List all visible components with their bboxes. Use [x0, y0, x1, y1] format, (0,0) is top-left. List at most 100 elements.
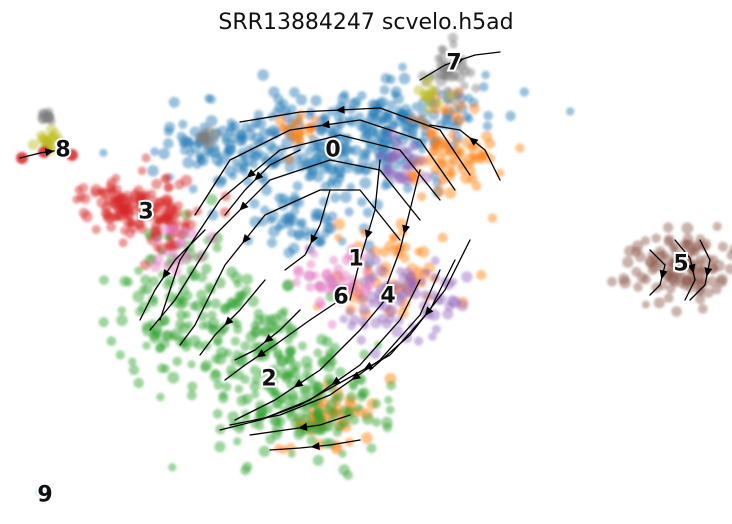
cell-point-cluster-2 — [134, 266, 144, 275]
cell-point-cluster-4 — [385, 127, 397, 139]
cell-point-cluster-2 — [213, 337, 222, 347]
cell-point-cluster-2 — [251, 390, 260, 399]
cell-point-cluster-5 — [663, 293, 674, 303]
streamline-arrowhead — [363, 361, 374, 370]
cell-point-cluster-1 — [437, 232, 448, 243]
cell-point-cluster-0 — [260, 205, 270, 215]
cell-point-cluster-2 — [258, 445, 271, 458]
cell-point-cluster-0 — [264, 139, 276, 151]
cell-point-cluster-0 — [370, 112, 380, 121]
cell-point-cluster-0 — [566, 107, 575, 116]
cell-point-cluster-6 — [351, 286, 363, 298]
cell-point-cluster-5 — [663, 234, 675, 245]
cell-point-cluster-4 — [417, 277, 426, 286]
cell-point-cluster-0 — [356, 120, 367, 132]
cell-point-cluster-0 — [249, 216, 262, 228]
cell-point-cluster-1 — [515, 143, 525, 153]
cell-point-cluster-5 — [641, 300, 650, 309]
cell-point-cluster-8 — [27, 139, 39, 151]
cell-point-cluster-2 — [316, 334, 328, 346]
cell-point-cluster-4 — [391, 137, 403, 148]
cell-point-cluster-0 — [351, 96, 362, 108]
cell-point-cluster-2 — [386, 380, 397, 391]
cell-point-cluster-0 — [284, 161, 296, 173]
streamline-arrowhead — [402, 224, 410, 235]
cell-point-cluster-5 — [712, 221, 722, 231]
cell-point-cluster-1 — [454, 149, 464, 159]
cell-point-cluster-1 — [447, 167, 456, 177]
cell-point-cluster-6 — [293, 265, 304, 275]
cell-point-cluster-2 — [306, 435, 318, 446]
cell-point-cluster-7 — [454, 71, 466, 83]
cell-point-cluster-6 — [178, 226, 190, 238]
cell-point-cluster-5 — [677, 279, 686, 288]
cell-point-cluster-6 — [360, 283, 372, 296]
cell-point-cluster-2 — [98, 317, 109, 328]
cell-point-cluster-5 — [698, 264, 708, 274]
cluster-label-2: 2 — [261, 367, 276, 392]
streamline-arrowhead — [659, 269, 668, 280]
cell-point-cluster-2 — [324, 404, 335, 415]
streamline — [179, 189, 401, 346]
cell-point-cluster-3 — [112, 202, 122, 212]
streamline-arrowhead — [254, 171, 264, 181]
cell-point-cluster-4 — [405, 271, 417, 283]
cell-point-cluster-2 — [282, 280, 294, 292]
cell-point-cluster-2 — [241, 273, 253, 286]
cell-point-cluster-2 — [293, 412, 305, 423]
cell-point-cluster-2 — [317, 357, 329, 369]
cell-point-cluster-3 — [163, 183, 173, 193]
cell-point-cluster-2 — [359, 349, 370, 360]
cell-point-cluster-2 — [258, 368, 268, 378]
cluster-labels: 0 1 2 3 4 5 6 7 8 9 — [35, 49, 690, 510]
cell-point-cluster-1 — [441, 103, 453, 115]
cell-point-cluster-0 — [168, 96, 180, 108]
cell-point-cluster-4 — [422, 268, 431, 277]
cell-point-cluster-2 — [303, 363, 313, 373]
cell-point-cluster-2 — [132, 290, 145, 303]
streamline-arrowhead — [239, 201, 249, 211]
cell-point-cluster-1 — [487, 213, 498, 223]
cell-point-cluster-7 — [465, 68, 476, 78]
cell-point-cluster-1 — [390, 233, 399, 242]
cell-point-cluster-2 — [264, 381, 276, 393]
cell-point-cluster-2 — [187, 360, 196, 369]
cell-point-cluster-0 — [330, 192, 341, 203]
cell-point-cluster-2 — [354, 403, 363, 413]
cell-point-cluster-4 — [375, 150, 387, 161]
cell-point-cluster-2 — [222, 382, 232, 392]
cell-point-cluster-0 — [249, 198, 260, 209]
cell-point-cluster-2 — [338, 449, 347, 458]
cell-point-cluster-6 — [305, 282, 315, 292]
cell-point-cluster-6 — [175, 237, 187, 249]
cell-point-cluster-0 — [411, 102, 421, 112]
streamline-arrowhead — [44, 148, 55, 157]
cell-point-cluster-3 — [122, 195, 133, 206]
cell-point-cluster-0 — [362, 207, 373, 218]
cell-point-cluster-1 — [361, 432, 373, 444]
streamline-arrowhead — [687, 263, 696, 274]
cell-point-cluster-0 — [344, 207, 354, 217]
cell-point-cluster-2 — [207, 310, 217, 320]
cell-point-cluster-5 — [640, 236, 651, 246]
cell-point-cluster-0 — [247, 123, 256, 132]
cell-point-cluster-1 — [274, 114, 287, 127]
cell-point-cluster-6 — [169, 224, 180, 235]
streamline-arrowhead — [331, 376, 341, 386]
cell-point-cluster-4 — [414, 336, 424, 346]
cell-point-cluster-2 — [289, 368, 301, 379]
cell-point-cluster-2 — [271, 423, 284, 436]
cell-point-cluster-1 — [426, 128, 436, 138]
cell-point-cluster-3 — [137, 166, 147, 176]
cell-point-cluster-2 — [172, 356, 182, 367]
cell-point-cluster-2 — [185, 321, 193, 330]
cell-point-cluster-2 — [115, 350, 126, 360]
cell-point-cluster-1 — [399, 253, 410, 263]
cell-point-cluster-0 — [268, 225, 280, 238]
cell-point-cluster-0 — [257, 69, 269, 81]
cell-point-cluster-0 — [227, 133, 238, 144]
cell-point-cluster-2 — [285, 345, 297, 356]
cell-point-cluster-4 — [461, 271, 473, 283]
cell-point-cluster-6 — [316, 300, 326, 310]
